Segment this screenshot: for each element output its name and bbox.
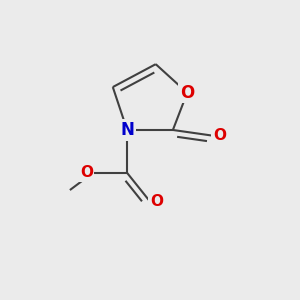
Text: O: O (180, 84, 194, 102)
Text: O: O (150, 194, 163, 209)
Text: O: O (213, 128, 226, 143)
Text: O: O (80, 165, 93, 180)
Text: N: N (120, 121, 134, 139)
